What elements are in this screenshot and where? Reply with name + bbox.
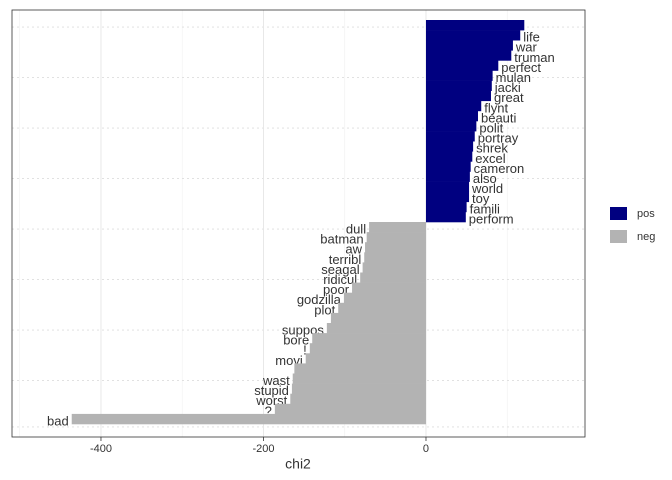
bar — [309, 343, 426, 354]
bar-label: portray — [478, 131, 519, 146]
x-axis-title: chi2 — [285, 456, 311, 472]
grid — [12, 10, 585, 437]
bar-label: seagal — [321, 262, 359, 277]
bar — [290, 393, 426, 405]
bar — [305, 353, 426, 364]
bar-label: flynt — [484, 100, 508, 115]
bar-label: poor — [323, 282, 350, 297]
bar-label: plot — [314, 302, 335, 317]
bar-label: perform — [469, 211, 514, 226]
bar — [425, 100, 482, 112]
bar-label: bore — [283, 333, 309, 348]
bar-label: bad — [47, 413, 69, 428]
bar-label: stupid — [254, 383, 289, 398]
bar-label: world — [471, 181, 503, 196]
bars: lifewartrumanperfectmulanjackigreatflynt… — [47, 20, 555, 428]
bar — [294, 363, 426, 374]
x-tick-label: 0 — [423, 443, 429, 455]
bar-label: batman — [320, 232, 363, 247]
bar — [425, 181, 470, 192]
bar — [338, 302, 426, 314]
bar — [362, 262, 426, 273]
bar — [425, 161, 471, 172]
bar — [425, 211, 466, 223]
bar — [425, 141, 474, 152]
x-tick-label: -200 — [252, 443, 274, 455]
bar — [364, 252, 426, 263]
bar-label: aw — [345, 242, 362, 257]
bar — [360, 272, 426, 283]
bar — [425, 50, 512, 61]
bar — [425, 60, 499, 71]
bar — [71, 413, 426, 425]
bar — [330, 312, 426, 324]
bar-label: ! — [303, 343, 307, 358]
bar-label: excel — [475, 151, 505, 166]
bar-label: cameron — [474, 161, 525, 176]
bar-label: wast — [262, 373, 290, 388]
bar-label: famili — [470, 201, 500, 216]
bar — [425, 70, 493, 81]
bar-label: ridicul — [323, 272, 357, 287]
bar — [425, 151, 473, 162]
bar — [312, 333, 426, 344]
bar-label: shrek — [476, 141, 508, 156]
bar-label: jacki — [494, 80, 521, 95]
bar — [425, 20, 525, 31]
bar — [425, 110, 478, 122]
bar-label: mulan — [496, 70, 531, 85]
bar-label: perfect — [501, 60, 541, 75]
bar — [274, 403, 426, 415]
bar-label: dull — [346, 221, 366, 236]
legend: pos neg — [610, 207, 655, 243]
bar-label: truman — [514, 50, 554, 65]
bar — [425, 40, 513, 51]
bar — [352, 282, 426, 293]
bar — [425, 30, 521, 41]
bar-label: beauti — [481, 110, 517, 125]
bar-label: ? — [265, 403, 272, 418]
bar — [292, 373, 426, 384]
panel-border — [11, 9, 586, 438]
bar-label: life — [523, 30, 540, 45]
legend-swatch — [610, 230, 627, 243]
bar — [425, 191, 470, 203]
bar — [425, 90, 491, 102]
bar — [425, 201, 467, 213]
bar — [326, 323, 426, 334]
bar-label: terribl — [329, 252, 362, 267]
bar-label: war — [515, 40, 538, 55]
bar — [425, 131, 475, 142]
bar — [343, 292, 426, 304]
bar — [365, 242, 426, 253]
bar — [425, 80, 492, 91]
legend-label: pos — [637, 208, 655, 220]
x-tick-label: -400 — [90, 443, 112, 455]
bar — [366, 232, 426, 243]
bar — [369, 222, 426, 233]
bar — [425, 121, 477, 132]
bar — [425, 171, 470, 182]
bar — [291, 383, 426, 394]
bar-label: godzilla — [297, 292, 342, 307]
bar-label: also — [473, 171, 497, 186]
legend-swatch — [610, 207, 627, 220]
bar-label: great — [494, 90, 524, 105]
bar-label: polit — [479, 120, 503, 135]
bar-label: toy — [472, 191, 490, 206]
legend-label: neg — [637, 231, 655, 243]
